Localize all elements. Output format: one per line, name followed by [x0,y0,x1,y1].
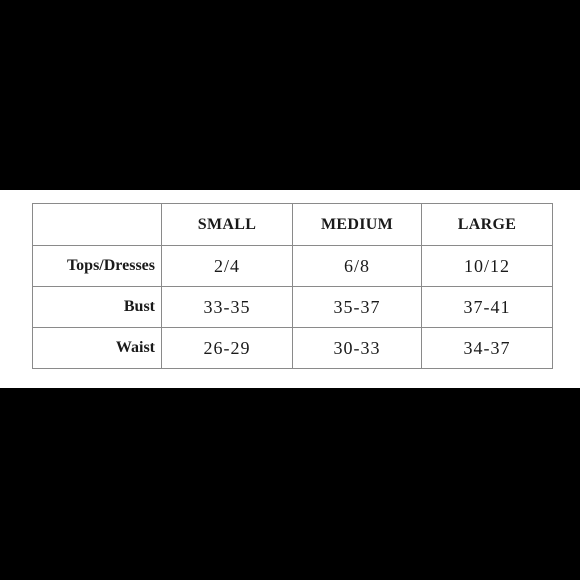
size-value: 37-41 [421,286,553,328]
table-body: SMALL MEDIUM LARGE Tops/Dresses 2/4 6/8 10/12 B… [32,203,553,369]
column-header: LARGE [421,203,553,246]
row-label: Tops/Dresses [32,245,162,287]
table-row: Bust 33-35 35-37 37-41 [32,286,553,328]
size-value: 34-37 [421,327,553,369]
column-header: MEDIUM [292,203,422,246]
header-row: SMALL MEDIUM LARGE [32,203,553,246]
size-value: 6/8 [292,245,422,287]
size-value: 30-33 [292,327,422,369]
row-label: Bust [32,286,162,328]
size-chart-table: SMALL MEDIUM LARGE Tops/Dresses 2/4 6/8 10/12 B… [32,203,553,369]
size-value: 33-35 [161,286,293,328]
table-row: Waist 26-29 30-33 34-37 [32,327,553,369]
size-value: 26-29 [161,327,293,369]
size-value: 35-37 [292,286,422,328]
table-row: Tops/Dresses 2/4 6/8 10/12 [32,245,553,287]
row-label: Waist [32,327,162,369]
column-header: SMALL [161,203,293,246]
size-value: 10/12 [421,245,553,287]
size-value: 2/4 [161,245,293,287]
corner-cell [32,203,162,246]
